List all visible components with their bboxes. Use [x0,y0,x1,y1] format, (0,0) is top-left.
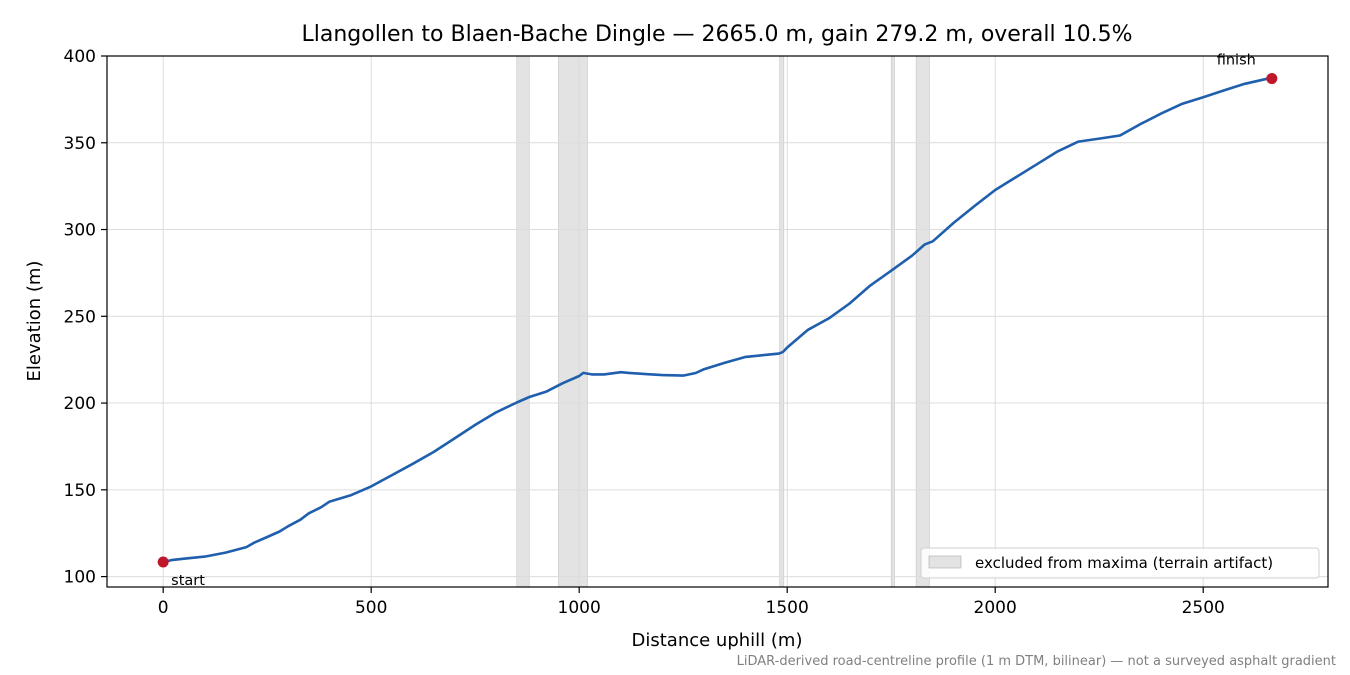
excluded-bands [516,55,930,588]
legend-text: excluded from maxima (terrain artifact) [975,554,1273,572]
y-tick-label-6: 400 [64,47,96,67]
x-tick-label-0: 0 [158,598,169,618]
x-tick-label-2: 1000 [558,598,601,618]
chart-title: Llangollen to Blaen-Bache Dingle — 2665.… [302,22,1133,47]
y-tick-label-3: 250 [64,307,96,327]
start-label: start [171,573,205,589]
y-tick-label-1: 150 [64,481,96,501]
y-axis-label: Elevation (m) [24,261,45,382]
legend-box [920,547,1320,579]
x-tick-label-3: 1500 [766,598,809,618]
finish-label: finish [1217,53,1256,69]
excluded-band-2 [779,55,785,588]
footnote: LiDAR-derived road-centreline profile (1… [737,654,1336,669]
start-marker [157,556,169,568]
x-tick-label-4: 2000 [974,598,1017,618]
finish-marker [1266,73,1278,85]
y-tick-label-2: 200 [64,394,96,414]
legend-swatch [928,555,962,569]
x-tick-label-5: 2500 [1182,598,1225,618]
elevation-line-layer [161,76,1274,564]
plot-frame [106,55,1329,588]
excluded-band-4 [915,55,930,588]
x-tick-label-1: 500 [355,598,387,618]
excluded-band-1 [558,55,588,588]
excluded-band-0 [516,55,530,588]
legend: excluded from maxima (terrain artifact) [920,547,1320,579]
y-tick-label-0: 100 [64,568,96,588]
y-tick-label-4: 300 [64,221,96,241]
excluded-band-3 [890,55,895,588]
axis-ticks: 0 500 1000 1500 2000 2500 100 150 200 250 300 350 40… [64,47,1225,618]
elevation-line-0 [161,76,1274,564]
y-tick-label-5: 350 [64,134,96,154]
x-axis-label: Distance uphill (m) [632,630,803,651]
